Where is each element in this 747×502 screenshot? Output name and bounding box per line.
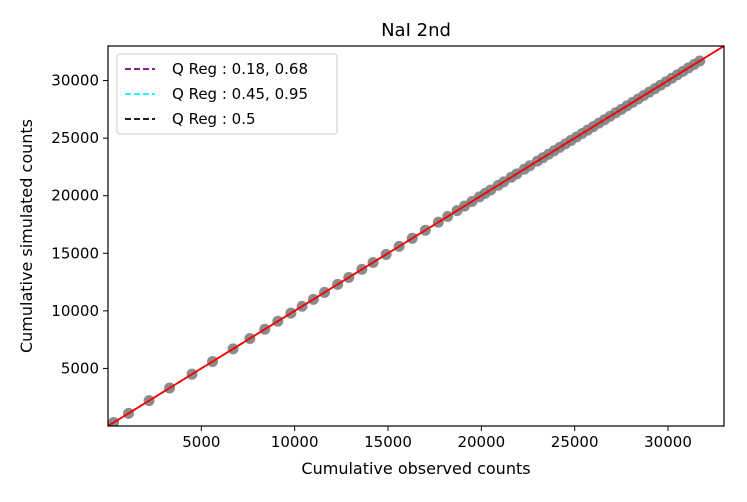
x-tick-label: 25000 bbox=[551, 433, 599, 451]
axes: 5000 10000 15000 20000 25000 30000 5000 10000 15… bbox=[51, 72, 692, 451]
y-tick-label: 5000 bbox=[61, 359, 99, 377]
x-axis-label: Cumulative observed counts bbox=[301, 459, 530, 478]
y-tick-label: 15000 bbox=[51, 244, 99, 262]
x-tick-label: 15000 bbox=[364, 433, 412, 451]
chart-title: NaI 2nd bbox=[381, 20, 451, 41]
x-tick-label: 5000 bbox=[182, 433, 220, 451]
plot-frame bbox=[107, 45, 725, 427]
legend-label: Q Reg : 0.5 bbox=[172, 110, 256, 128]
legend: Q Reg : 0.18, 0.68 Q Reg : 0.45, 0.95 Q Re… bbox=[116, 53, 338, 135]
legend-box bbox=[116, 53, 338, 135]
y-tick-label: 30000 bbox=[51, 72, 99, 90]
y-tick-label: 20000 bbox=[51, 187, 99, 205]
identity-line bbox=[108, 46, 724, 426]
y-axis-label: Cumulative simulated counts bbox=[17, 119, 36, 353]
y-tick-label: 25000 bbox=[51, 129, 99, 147]
x-tick-label: 10000 bbox=[271, 433, 319, 451]
x-tick-label: 30000 bbox=[644, 433, 692, 451]
legend-label: Q Reg : 0.18, 0.68 bbox=[172, 60, 308, 78]
legend-label: Q Reg : 0.45, 0.95 bbox=[172, 85, 308, 103]
x-tick-label: 20000 bbox=[457, 433, 505, 451]
y-tick-label: 10000 bbox=[51, 302, 99, 320]
plot-area bbox=[108, 46, 724, 426]
